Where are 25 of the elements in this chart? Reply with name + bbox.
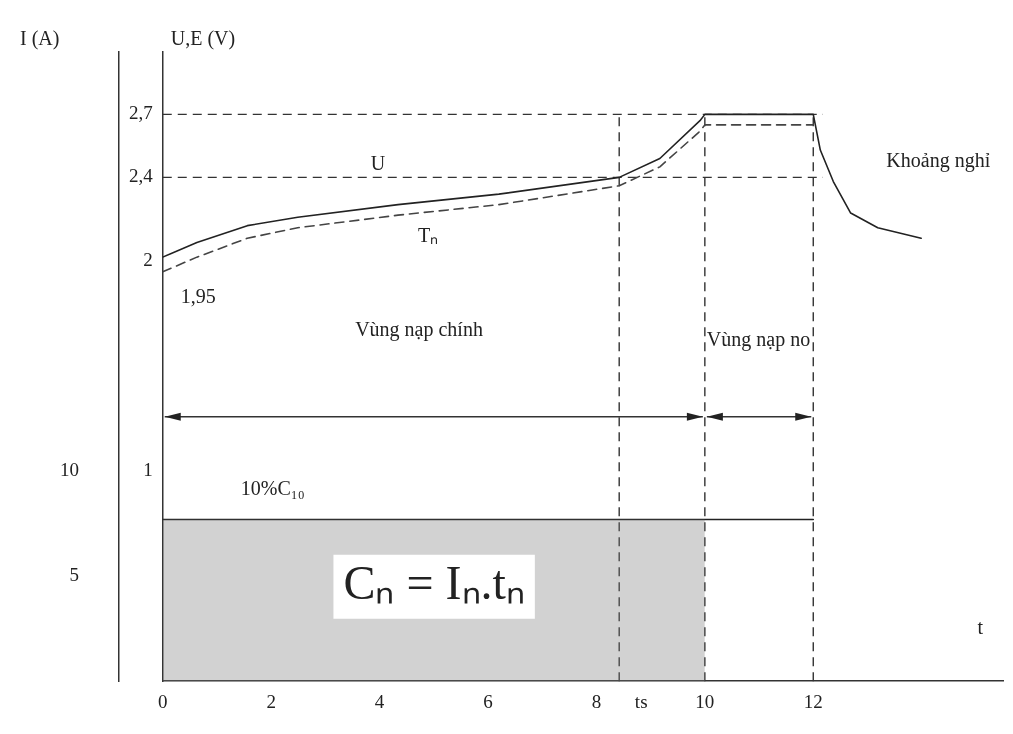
y2-tick-label: 1 <box>143 459 153 481</box>
x-tick-label: 8 <box>591 690 602 712</box>
series-label: Tₙ <box>417 224 439 247</box>
y-axis-title: I (A) <box>20 26 60 50</box>
y2-tick-label: 2,4 <box>129 165 154 187</box>
series-label: U <box>370 151 386 174</box>
series-label: 10%C₁₀ <box>240 476 305 499</box>
x-axis-title: t <box>977 616 984 639</box>
annotation: Vùng nạp chính <box>355 318 483 342</box>
x-tick-label: 2 <box>266 690 276 712</box>
annotation: Khoảng nghỉ <box>886 148 991 172</box>
line-series <box>162 124 815 273</box>
y2-tick-label: 2,7 <box>129 102 153 124</box>
annotation: Cₙ = Iₙ.tₙ <box>343 556 525 610</box>
ref-line-label: ts <box>634 690 648 712</box>
x-tick-label: 6 <box>483 690 493 712</box>
y-tick-label: 5 <box>69 564 79 586</box>
x-tick-label: 10 <box>695 690 715 712</box>
y2-axis-title: U,E (V) <box>170 26 236 50</box>
y2-tick-label: 2 <box>143 249 153 271</box>
x-tick-label: 12 <box>803 690 823 712</box>
x-tick-label: 4 <box>374 690 385 712</box>
x-tick-label: 0 <box>158 690 168 712</box>
annotation: Vùng nạp no <box>706 328 811 352</box>
annotation: 1,95 <box>180 285 216 308</box>
